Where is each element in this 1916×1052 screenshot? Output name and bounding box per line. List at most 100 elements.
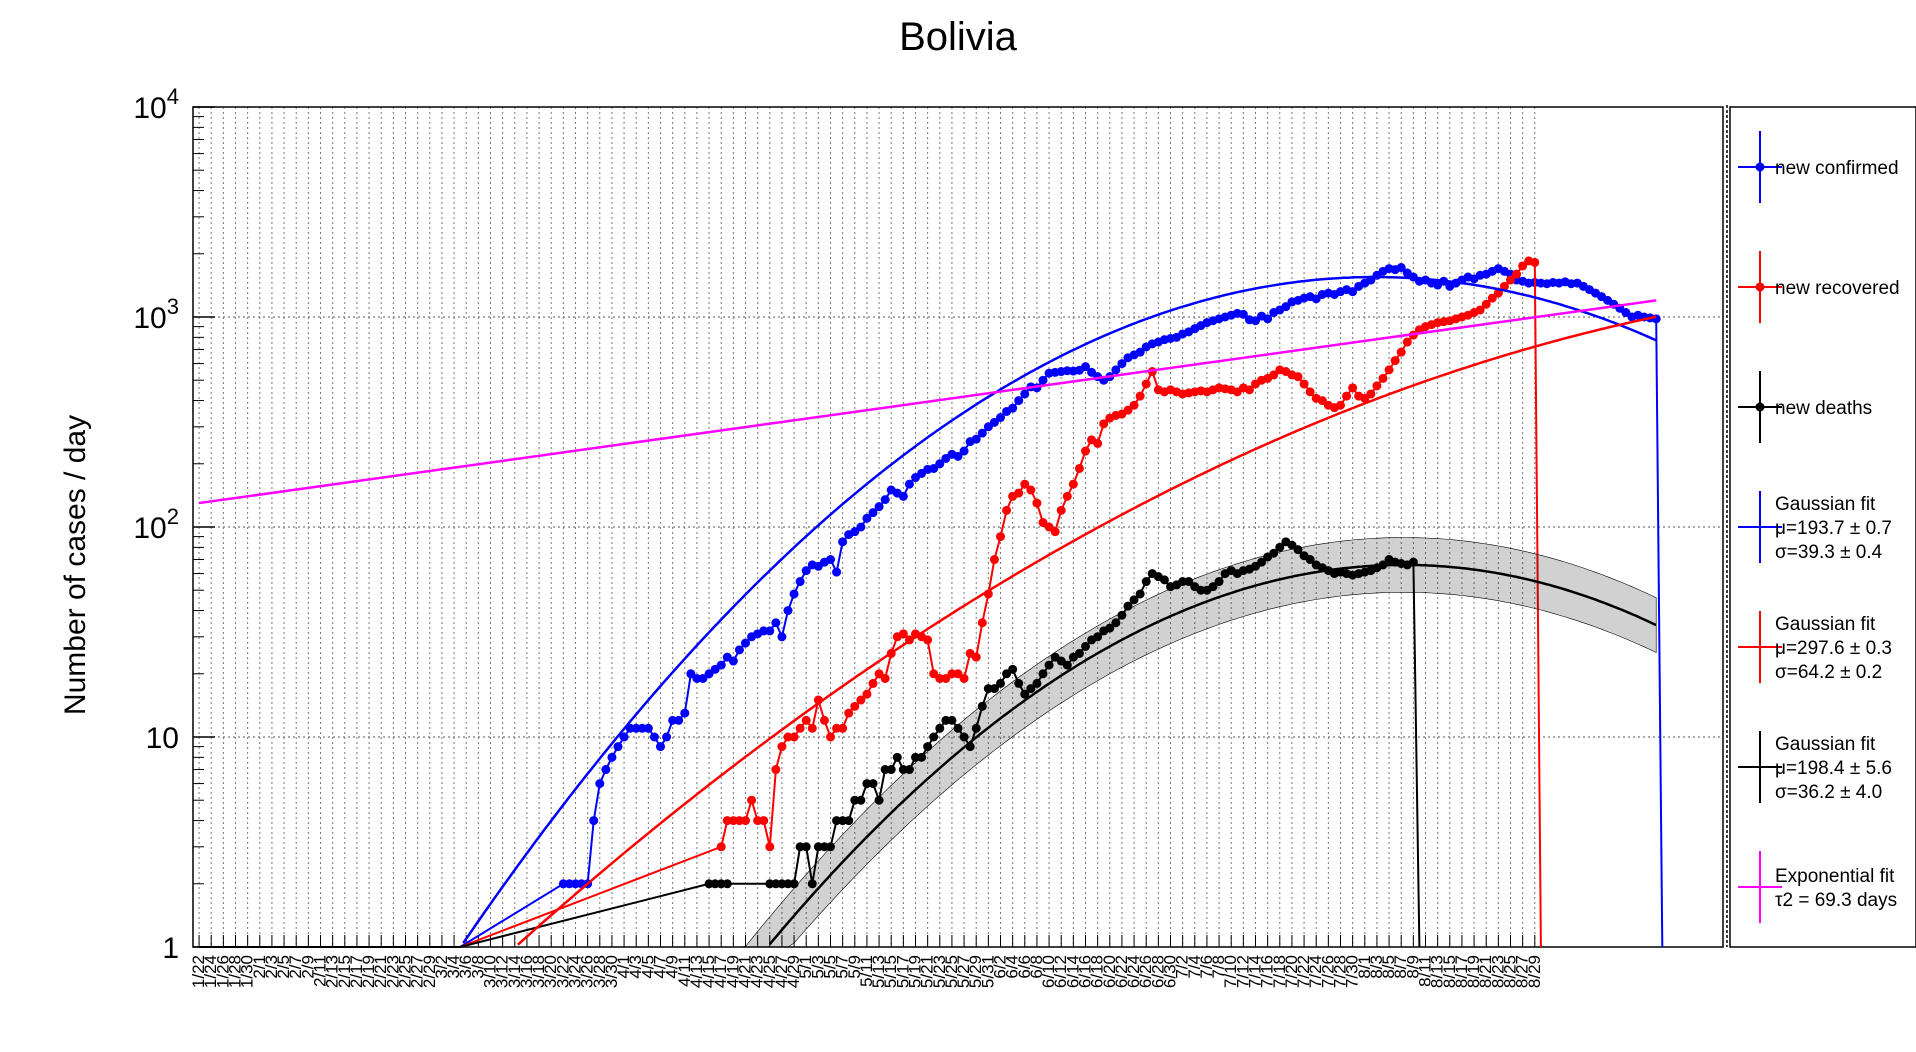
data-point [1008,403,1018,413]
data-point [1044,660,1054,670]
legend-label: new confirmed [1775,158,1899,179]
y-tick-base: 1 [162,932,179,965]
data-point [826,555,835,565]
data-point [1105,623,1115,633]
x-tick-label: 3/2 [432,955,451,979]
x-tick-label: 2/1 [250,955,269,979]
x-tick-label: 8/9 [1403,955,1422,979]
data-point [1129,400,1139,410]
y-tick-label: 104 [133,84,179,125]
data-point [765,626,775,636]
data-point [959,446,969,456]
x-tick-label: 4/21 [736,955,755,988]
x-tick-label: 5/15 [881,955,900,988]
x-tick-label: 2/3 [262,955,281,979]
x-tick-label: 4/19 [723,955,742,988]
x-tick-label: 8/5 [1379,955,1398,979]
legend-label: new recovered [1775,278,1900,299]
y-tick-label: 102 [133,504,179,545]
data-point [838,723,848,733]
data-point [1487,293,1497,303]
data-point [1038,669,1048,679]
x-tick-label: 6/6 [1015,955,1034,979]
data-point [1269,370,1279,380]
legend-label: σ=39.3 ± 0.4 [1775,542,1883,563]
data-point [1390,356,1400,366]
data-point [674,715,684,725]
data-point [923,742,933,752]
legend-marker [1755,402,1765,412]
x-tick-label: 7/16 [1258,955,1277,988]
x-tick-label: 5/27 [954,955,973,988]
data-point [856,795,866,805]
data-point [1293,372,1303,382]
x-tick-label: 4/9 [663,955,682,979]
x-tick-label: 3/10 [481,955,500,988]
x-tick-label: 4/23 [748,955,767,988]
x-tick-label: 6/12 [1051,955,1070,988]
legend-label: Gaussian fit [1775,614,1876,635]
data-point [868,508,878,518]
x-tick-label: 7/6 [1197,955,1216,979]
legend-item-0: new confirmed [1738,131,1899,203]
x-tick-label: 1/22 [189,955,208,988]
data-point [1111,618,1121,628]
data-point [850,527,860,537]
x-tick-label: 5/17 [893,955,912,988]
x-tick-label: 1/30 [238,955,257,988]
data-point [947,715,957,725]
x-tick-label: 8/3 [1367,955,1386,979]
data-point [923,635,933,645]
data-point [1135,589,1145,599]
x-tick-label: 6/8 [1027,955,1046,979]
data-point [874,795,884,805]
x-tick-label: 6/10 [1039,955,1058,988]
fit-error-band [460,537,1657,948]
x-tick-label: 8/27 [1513,955,1532,988]
x-tick-label: 5/19 [906,955,925,988]
data-point [844,708,854,718]
legend-marker [1755,282,1765,292]
x-tick-label: 6/30 [1161,955,1180,988]
x-tick-label: 6/20 [1100,955,1119,988]
x-tick-label: 7/24 [1306,955,1325,988]
data-point [1214,577,1224,587]
data-point [783,606,793,616]
data-point [795,723,805,733]
data-point [1651,314,1661,324]
x-tick-label: 4/1 [614,955,633,979]
data-point [1384,365,1394,375]
data-point [1342,391,1352,401]
data-point [1348,383,1358,393]
data-point [862,689,872,699]
x-tick-label: 2/21 [371,955,390,988]
x-tick-label: 3/12 [493,955,512,988]
data-point [874,669,884,679]
legend-label: Exponential fit [1775,866,1895,887]
data-point [1111,365,1121,375]
x-tick-label: 2/25 [396,955,415,988]
x-tick-label: 6/28 [1148,955,1167,988]
x-tick-label: 3/8 [468,955,487,979]
x-tick-label: 3/16 [517,955,536,988]
data-point [1257,557,1267,567]
x-tick-label: 8/1 [1355,955,1374,979]
data-point [874,502,884,512]
data-point [771,618,781,628]
data-point [1251,316,1260,326]
x-tick-label: 6/26 [1136,955,1155,988]
data-point [819,715,829,725]
data-point [977,701,987,711]
data-point [1506,275,1515,285]
data-point [832,567,842,577]
x-tick-label: 2/17 [347,955,366,988]
data-point [996,413,1005,423]
y-tick-base: 10 [133,92,166,125]
data-point [716,842,726,852]
x-tick-label: 7/2 [1173,955,1192,979]
x-tick-label: 5/1 [796,955,815,979]
data-point [850,701,860,711]
data-point [747,795,757,805]
data-point [1208,582,1218,592]
series-6 [198,299,1657,505]
